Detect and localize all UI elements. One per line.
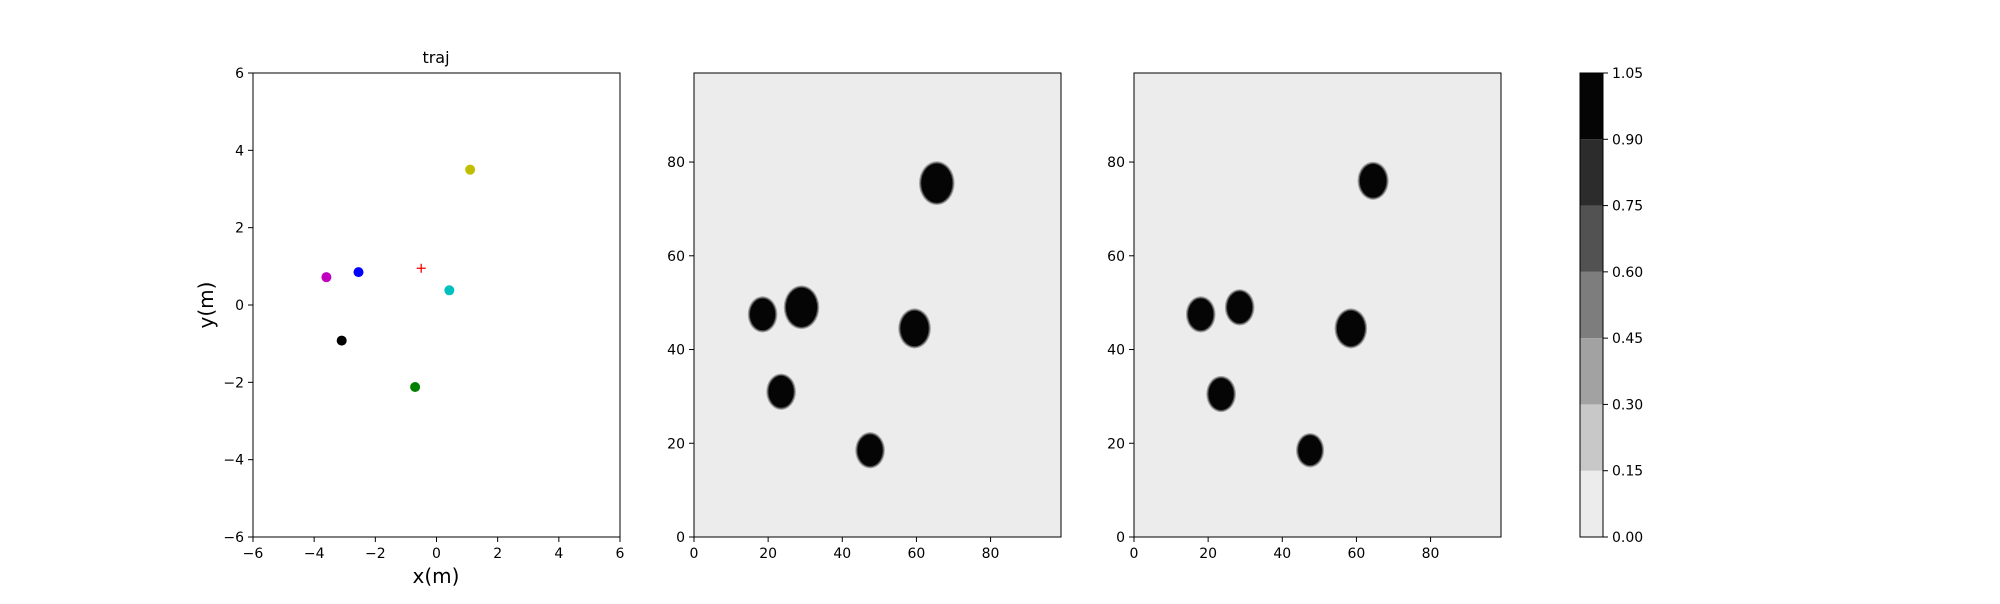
obstacle-blob	[783, 285, 820, 330]
plot-area	[253, 73, 620, 537]
obstacle-blob	[1185, 296, 1216, 333]
axes-frame	[252, 72, 621, 538]
y-tick-label: 80	[1107, 155, 1125, 171]
obstacle-blob	[1206, 375, 1236, 413]
colorbar-tick-label: 0.75	[1612, 199, 1643, 215]
colorbar-level	[1580, 338, 1603, 405]
y-tick-label: 2	[235, 221, 244, 237]
y-tick-label: −4	[223, 453, 244, 469]
agent-point	[410, 381, 421, 392]
colorbar-tick-label: 0.15	[1612, 464, 1643, 480]
heatmap-panel-1: 0 20 40 60 80 0 20 40 60 80	[667, 72, 1062, 562]
obstacle-blob	[766, 373, 796, 410]
agent-point	[336, 335, 347, 346]
x-tick-label: −4	[304, 546, 325, 562]
agent-point	[465, 164, 476, 175]
x-tick-label: 40	[1273, 546, 1291, 562]
heatmap-background	[694, 73, 1061, 537]
agent-point	[353, 267, 364, 278]
colorbar-level	[1580, 404, 1603, 471]
x-tick-label: 0	[1130, 546, 1139, 562]
colorbar-level	[1580, 271, 1603, 339]
y-tick-label: 0	[235, 298, 244, 314]
x-tick-label: 2	[493, 546, 502, 562]
y-tick-label: 40	[1107, 343, 1125, 359]
x-tick-label: 6	[616, 546, 625, 562]
obstacle-blob	[747, 296, 778, 333]
heatmap-panel-2: 0 20 40 60 80 0 20 40 60 80	[1107, 72, 1502, 562]
x-tick-label: 40	[833, 546, 851, 562]
obstacle-blob	[898, 308, 931, 349]
colorbar-frame	[1579, 72, 1604, 538]
chart-title: traj	[422, 48, 449, 67]
colorbar-level	[1580, 139, 1603, 206]
x-tick-label: 20	[1199, 546, 1217, 562]
x-tick-label: 4	[554, 546, 563, 562]
agent-point	[444, 285, 455, 296]
colorbar-tick-label: 0.30	[1612, 397, 1643, 413]
colorbar-tick-label: 0.00	[1612, 530, 1643, 546]
agent-point	[321, 272, 332, 283]
y-tick-label: 6	[235, 66, 244, 82]
x-tick-label: 0	[432, 546, 441, 562]
x-tick-label: −6	[243, 546, 264, 562]
y-tick-label: 60	[1107, 249, 1125, 265]
colorbar-tick-label: 0.90	[1612, 132, 1643, 148]
x-tick-label: −2	[365, 546, 386, 562]
x-tick-label: 60	[908, 546, 926, 562]
traj-panel: traj −6 −4 −2 0 2 4 6 −6 −4 −2 0 2 4 6 x(m) y(m)	[194, 48, 625, 588]
colorbar-tick-label: 0.45	[1612, 331, 1643, 347]
y-tick-label: −6	[223, 530, 244, 546]
y-tick-label: 80	[667, 155, 685, 171]
obstacle-blob	[1334, 308, 1368, 349]
x-tick-label: 80	[1422, 546, 1440, 562]
y-tick-label: 20	[667, 436, 685, 452]
colorbar-tick-label: 0.60	[1612, 265, 1643, 281]
obstacle-blob	[1357, 161, 1389, 200]
x-tick-label: 60	[1348, 546, 1366, 562]
colorbar-level	[1580, 205, 1603, 272]
x-tick-label: 20	[759, 546, 777, 562]
y-tick-label: 60	[667, 249, 685, 265]
colorbar: 0.00 0.15 0.30 0.45 0.60 0.75 0.90 1.05	[1579, 66, 1643, 546]
x-tick-label: 80	[982, 546, 1000, 562]
y-tick-label: 0	[1116, 530, 1125, 546]
y-tick-label: 0	[676, 530, 685, 546]
y-tick-label: 20	[1107, 436, 1125, 452]
x-tick-label: 0	[690, 546, 699, 562]
colorbar-level	[1580, 73, 1603, 140]
axes-frame	[693, 72, 1062, 538]
y-tick-label: 40	[667, 343, 685, 359]
obstacle-blob	[1296, 433, 1325, 468]
y-tick-label: 4	[235, 143, 244, 159]
x-axis-label: x(m)	[413, 564, 460, 588]
colorbar-level	[1580, 470, 1603, 537]
axes-frame	[1133, 72, 1502, 538]
colorbar-tick-label: 1.05	[1612, 66, 1643, 82]
y-axis-label: y(m)	[194, 282, 218, 329]
obstacle-blob	[855, 432, 885, 469]
target-plus-marker	[416, 263, 426, 273]
obstacle-blob	[919, 161, 955, 206]
y-tick-label: −2	[223, 375, 244, 391]
obstacle-blob	[1224, 289, 1255, 326]
